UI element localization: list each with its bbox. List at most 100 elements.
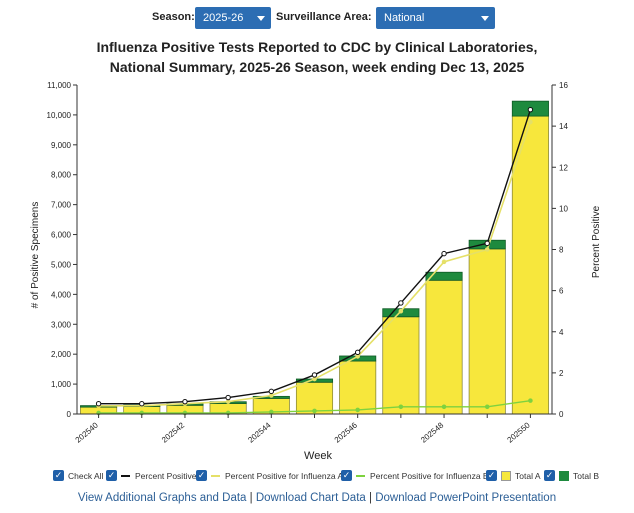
point-percent-b — [441, 404, 447, 410]
point-percent-b — [484, 404, 490, 410]
point-percent-positive — [311, 372, 318, 378]
x-tick-label: 202542 — [160, 420, 187, 444]
point-percent-a — [528, 119, 533, 125]
checkbox-checked-icon[interactable]: ✓ — [53, 470, 64, 481]
title-line-2: National Summary, 2025-26 Season, week e… — [109, 59, 525, 75]
chart-legend: ✓ Check All ✓ Percent Positive ✓ Percent… — [0, 469, 634, 485]
y2-tick-label: 4 — [559, 328, 564, 337]
legend-label: Total B — [573, 471, 599, 481]
y2-tick-label: 12 — [559, 163, 568, 172]
bar-total-a — [468, 248, 506, 415]
point-percent-b — [269, 409, 274, 415]
checkbox-checked-icon[interactable]: ✓ — [544, 470, 555, 481]
bar-total-a — [511, 115, 549, 415]
title-line-1: Influenza Positive Tests Reported to CDC… — [96, 39, 538, 55]
point-percent-positive — [398, 300, 404, 306]
y2-tick-label: 14 — [559, 122, 568, 131]
point-percent-a — [269, 393, 274, 398]
x-tick-label: 202540 — [74, 420, 101, 444]
bar-total-b — [425, 271, 463, 281]
area-value: National — [384, 12, 425, 24]
y-tick-label: 9,000 — [51, 141, 72, 150]
chevron-down-icon — [257, 16, 265, 21]
area-select[interactable]: National — [376, 7, 495, 29]
point-percent-b — [528, 398, 533, 403]
x-tick-label: 202550 — [505, 420, 532, 444]
controls-bar: Season: 2025-26 Surveillance Area: Natio… — [0, 7, 634, 31]
bar-total-a — [425, 279, 463, 415]
y-tick-label: 1,000 — [51, 380, 72, 389]
x-axis-label: Week — [304, 450, 332, 462]
bar-swatch-icon — [559, 471, 569, 481]
legend-label: Total A — [515, 471, 541, 481]
checkbox-checked-icon[interactable]: ✓ — [486, 470, 497, 481]
y-tick-label: 2,000 — [51, 350, 72, 359]
y-tick-label: 0 — [67, 410, 72, 419]
y-tick-label: 8,000 — [51, 171, 72, 180]
bar-total-a — [339, 360, 377, 415]
point-percent-positive — [354, 349, 361, 356]
x-tick-label: 202546 — [333, 420, 360, 444]
y-tick-label: 3,000 — [51, 320, 72, 329]
line-percent-positive — [98, 109, 532, 405]
lines-layer — [95, 106, 534, 416]
line-swatch-icon — [356, 475, 365, 477]
point-percent-a — [225, 399, 231, 404]
point-percent-positive — [139, 401, 145, 407]
y-tick-label: 7,000 — [51, 201, 72, 210]
point-percent-positive — [441, 250, 447, 257]
point-percent-b — [398, 404, 404, 410]
y-tick-label: 6,000 — [51, 231, 72, 240]
y-tick-label: 5,000 — [51, 260, 72, 269]
y-tick-label: 4,000 — [51, 290, 72, 299]
y2-tick-label: 8 — [559, 246, 564, 255]
point-percent-positive — [268, 388, 275, 395]
bars-layer — [80, 100, 549, 415]
chart-title: Influenza Positive Tests Reported to CDC… — [0, 37, 634, 77]
point-percent-a — [484, 247, 490, 252]
bar-total-a — [382, 316, 420, 415]
download-data-link[interactable]: Download Chart Data — [255, 492, 366, 504]
point-percent-positive — [182, 398, 188, 405]
checkbox-checked-icon[interactable]: ✓ — [341, 470, 352, 481]
download-ppt-link[interactable]: Download PowerPoint Presentation — [375, 492, 557, 504]
season-value: 2025-26 — [203, 12, 244, 24]
point-percent-positive — [225, 394, 231, 401]
line-percent-a — [98, 121, 532, 407]
checkbox-checked-icon[interactable]: ✓ — [106, 470, 117, 481]
season-label: Season: — [152, 11, 195, 23]
point-percent-a — [398, 308, 404, 314]
y-axis-label: # of Positive Specimens — [30, 202, 41, 309]
area-label: Surveillance Area: — [276, 11, 372, 23]
x-tick-label: 202548 — [419, 420, 446, 444]
point-percent-positive — [95, 401, 102, 407]
y2-tick-label: 0 — [559, 410, 564, 419]
chevron-down-icon — [481, 16, 489, 21]
y2-tick-label: 16 — [559, 81, 568, 90]
view-graphs-link[interactable]: View Additional Graphs and Data — [77, 492, 247, 504]
point-percent-a — [441, 259, 447, 265]
y2-tick-label: 2 — [559, 369, 564, 378]
y2-tick-label: 10 — [559, 204, 568, 213]
point-percent-positive — [527, 106, 534, 113]
point-percent-b — [312, 408, 317, 414]
y2-tick-label: 6 — [559, 287, 564, 296]
legend-label: Percent Positive — [135, 471, 197, 481]
season-select[interactable]: 2025-26 — [195, 7, 271, 29]
legend-label: Percent Positive for Influenza A — [225, 471, 344, 481]
link-separator: | — [365, 492, 376, 504]
point-percent-positive — [484, 240, 490, 247]
legend-label: Percent Positive for Influenza B — [370, 471, 489, 481]
y-tick-label: 11,000 — [47, 81, 71, 90]
y2-axis-label: Percent Positive — [591, 205, 602, 278]
legend-label: Check All — [68, 471, 104, 481]
line-swatch-icon — [121, 475, 130, 477]
line-swatch-icon — [211, 475, 220, 477]
footer-links: View Additional Graphs and Data | Downlo… — [0, 492, 634, 504]
checkbox-checked-icon[interactable]: ✓ — [196, 470, 207, 481]
x-tick-label: 202544 — [246, 420, 273, 444]
link-separator: | — [246, 492, 256, 504]
y-tick-label: 10,000 — [47, 111, 72, 120]
bar-swatch-icon — [501, 471, 511, 481]
point-percent-a — [312, 376, 317, 382]
